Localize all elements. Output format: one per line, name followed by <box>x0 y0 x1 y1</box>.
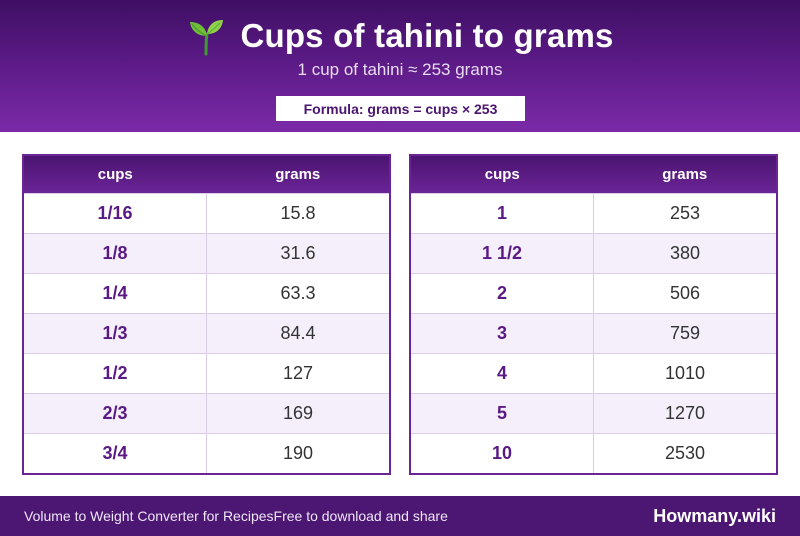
grams-cell: 2530 <box>593 432 776 473</box>
title-text: Cups of tahini to grams <box>240 17 614 54</box>
grams-cell: 31.6 <box>206 232 389 273</box>
grams-cell: 506 <box>593 272 776 313</box>
grams-cell: 380 <box>593 232 776 273</box>
cups-cell: 10 <box>411 432 594 473</box>
footer-converter-label: Volume to Weight Converter for Recipes <box>24 508 274 524</box>
footer-bar: Volume to Weight Converter for Recipes Fr… <box>0 496 800 536</box>
page-title: Cups of tahini to grams <box>0 14 800 58</box>
header-banner: Cups of tahini to grams 1 cup of tahini … <box>0 0 800 132</box>
conversion-table-left: cups grams 1/16 15.8 1/8 31.6 1/4 63.3 1/3 8… <box>22 154 391 475</box>
table-row: 1/16 15.8 <box>24 192 389 233</box>
grams-cell: 759 <box>593 312 776 353</box>
table-row: 1 253 <box>411 192 776 233</box>
grams-cell: 169 <box>206 392 389 433</box>
cups-cell: 1/2 <box>24 352 207 393</box>
table-row: 1/2 127 <box>24 352 389 393</box>
grams-cell: 1270 <box>593 392 776 433</box>
grams-cell: 190 <box>206 432 389 473</box>
footer-brand: Howmany.wiki <box>653 505 776 526</box>
grams-cell: 84.4 <box>206 312 389 353</box>
grams-cell: 1010 <box>593 352 776 393</box>
cups-cell: 4 <box>411 352 594 393</box>
column-header-grams: grams <box>593 156 776 193</box>
table-row: 10 2530 <box>411 432 776 473</box>
footer-share-label: Free to download and share <box>273 508 448 524</box>
cups-cell: 2 <box>411 272 594 313</box>
table-row: 1/4 63.3 <box>24 272 389 313</box>
footer-text: Volume to Weight Converter for Recipes Fr… <box>24 496 448 536</box>
table-row: 4 1010 <box>411 352 776 393</box>
sprout-icon <box>190 20 224 56</box>
cups-cell: 3 <box>411 312 594 353</box>
table-row: 1/8 31.6 <box>24 232 389 273</box>
cups-cell: 5 <box>411 392 594 433</box>
cups-cell: 1/16 <box>24 192 207 233</box>
table-row: 3 759 <box>411 312 776 353</box>
column-header-grams: grams <box>206 156 389 193</box>
cups-cell: 1/3 <box>24 312 207 353</box>
conversion-table-right: cups grams 1 253 1 1/2 380 2 506 3 759 4 1010… <box>409 154 778 475</box>
grams-cell: 15.8 <box>206 192 389 233</box>
column-header-cups: cups <box>411 156 594 193</box>
column-header-cups: cups <box>24 156 207 193</box>
table-row: 5 1270 <box>411 392 776 433</box>
subtitle: 1 cup of tahini ≈ 253 grams <box>297 60 503 79</box>
grams-cell: 253 <box>593 192 776 233</box>
cups-cell: 1 1/2 <box>411 232 594 273</box>
table-row: 1/3 84.4 <box>24 312 389 353</box>
table-row: 2 506 <box>411 272 776 313</box>
formula-box: Formula: grams = cups × 253 <box>276 96 525 121</box>
table-row: 3/4 190 <box>24 432 389 473</box>
table-row: 2/3 169 <box>24 392 389 433</box>
cups-cell: 1/8 <box>24 232 207 273</box>
cups-cell: 3/4 <box>24 432 207 473</box>
grams-cell: 127 <box>206 352 389 393</box>
cups-cell: 2/3 <box>24 392 207 433</box>
table-row: 1 1/2 380 <box>411 232 776 273</box>
cups-cell: 1/4 <box>24 272 207 313</box>
grams-cell: 63.3 <box>206 272 389 313</box>
cups-cell: 1 <box>411 192 594 233</box>
